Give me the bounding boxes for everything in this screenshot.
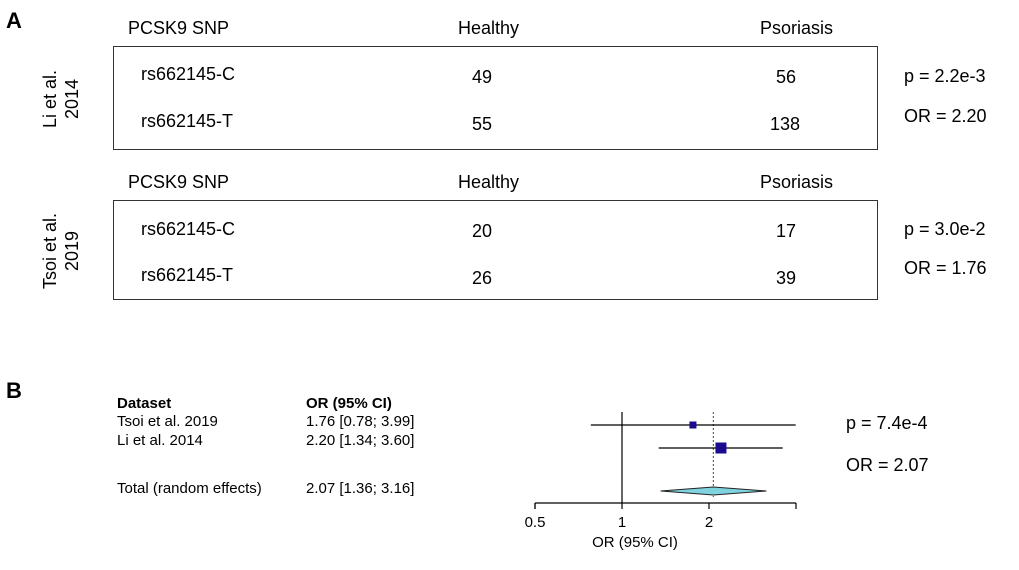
pooled-diamond	[660, 486, 767, 496]
study-point-marker	[715, 442, 727, 454]
forest-row2-dataset: Li et al. 2014	[117, 432, 203, 449]
study2-row1-psoriasis: 17	[776, 221, 797, 241]
study1-p-value: p = 2.2e-3	[904, 66, 986, 86]
study1-col-psoriasis: Psoriasis	[760, 18, 834, 38]
study1-col-snp: PCSK9 SNP	[128, 18, 230, 38]
pooled-p-value: p = 7.4e-4	[846, 413, 928, 433]
forest-total-dataset: Total (random effects)	[117, 480, 262, 497]
study1-row1-healthy: 49	[472, 67, 493, 87]
x-axis-label: OR (95% CI)	[592, 534, 678, 551]
study2-p-value: p = 3.0e-2	[904, 219, 986, 239]
study2-row2-snp: rs662145-T	[141, 265, 234, 285]
forest-row1-or: 1.76 [0.78; 3.99]	[306, 413, 415, 430]
pooled-odds-ratio: OR = 2.07	[846, 455, 929, 475]
x-tick-label: 0.5	[525, 514, 546, 531]
panel-a-letter: A	[6, 8, 22, 33]
study2-row1-snp: rs662145-C	[141, 219, 236, 239]
study1-odds-ratio: OR = 2.20	[904, 106, 987, 126]
study2-odds-ratio: OR = 1.76	[904, 258, 987, 278]
study-point-marker	[689, 421, 697, 429]
study1-row1-psoriasis: 56	[776, 67, 797, 87]
study2-row2-psoriasis: 39	[776, 268, 797, 288]
forest-row1-dataset: Tsoi et al. 2019	[117, 413, 218, 430]
study2-col-healthy: Healthy	[458, 172, 520, 192]
x-tick-label: 2	[705, 514, 713, 531]
forest-col-dataset: Dataset	[117, 395, 172, 412]
study2-row1-healthy: 20	[472, 221, 493, 241]
study1-table-box	[113, 46, 878, 150]
study1-row2-snp: rs662145-T	[141, 111, 234, 131]
x-tick-label: 1	[618, 514, 626, 531]
study1-col-healthy: Healthy	[458, 18, 520, 38]
forest-row2-or: 2.20 [1.34; 3.60]	[306, 432, 415, 449]
study1-row2-healthy: 55	[472, 114, 493, 134]
forest-col-or: OR (95% CI)	[306, 395, 392, 412]
study1-row2-psoriasis: 138	[770, 114, 801, 134]
forest-total-or: 2.07 [1.36; 3.16]	[306, 480, 415, 497]
study2-col-snp: PCSK9 SNP	[128, 172, 230, 192]
study2-col-psoriasis: Psoriasis	[760, 172, 834, 192]
study2-row2-healthy: 26	[472, 268, 493, 288]
study1-row1-snp: rs662145-C	[141, 64, 236, 84]
panel-b-letter: B	[6, 378, 22, 403]
study2-table-box	[113, 200, 878, 300]
